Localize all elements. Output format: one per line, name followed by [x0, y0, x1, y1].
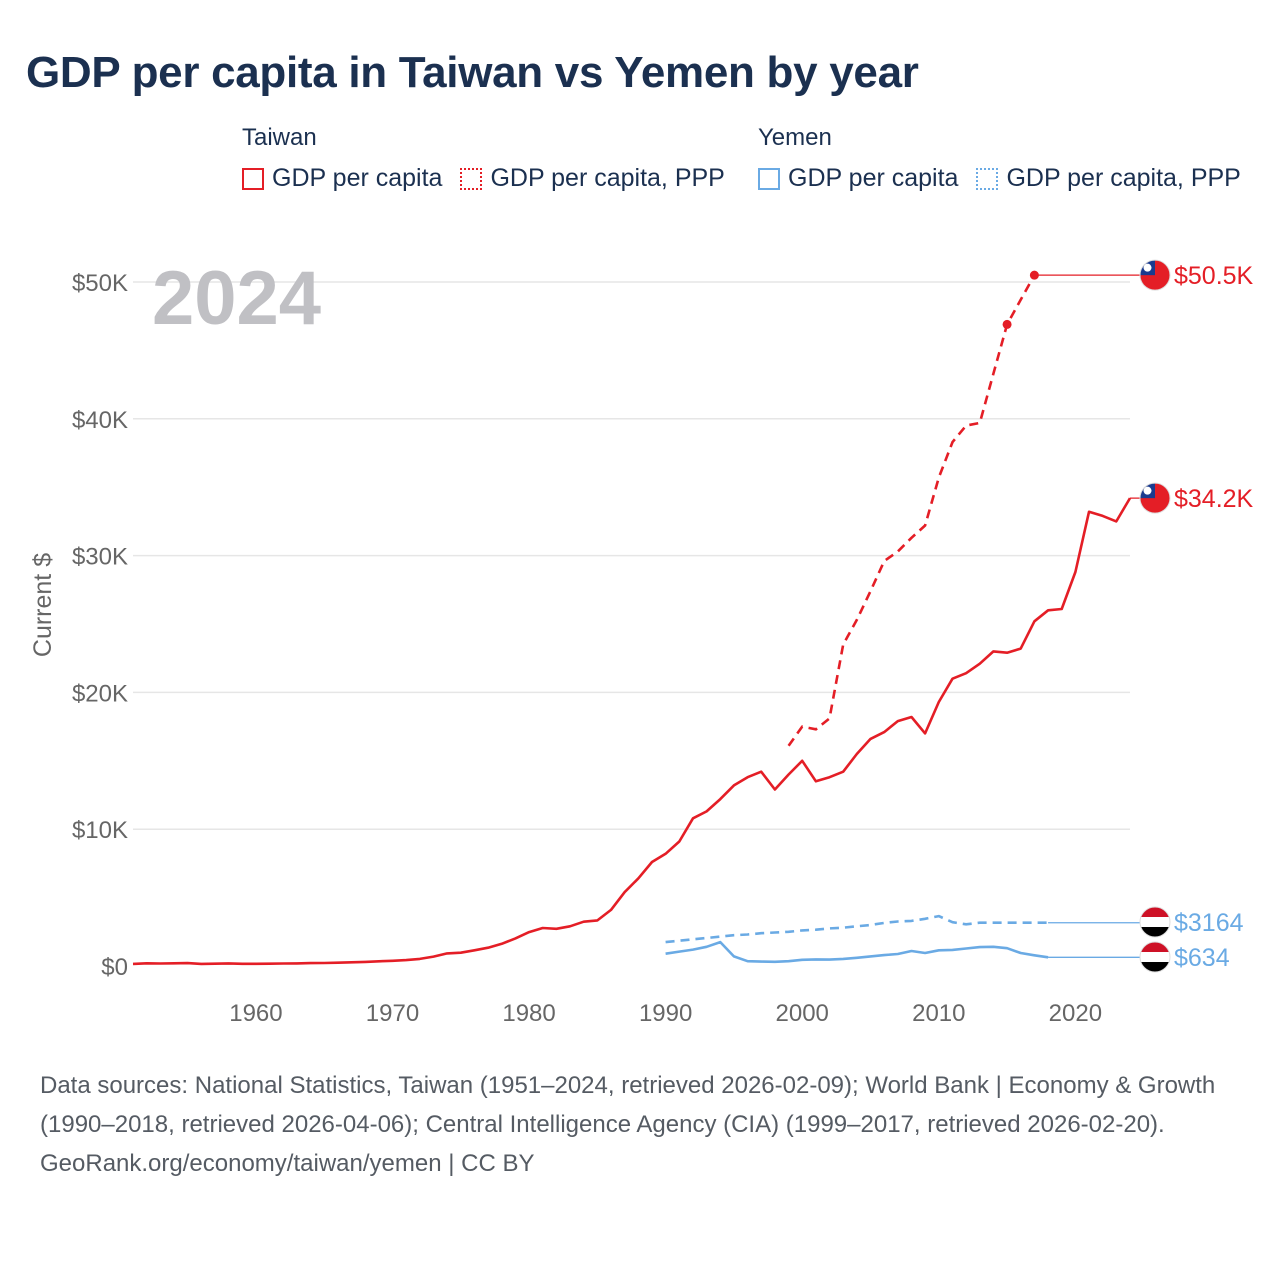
- chart-title: GDP per capita in Taiwan vs Yemen by yea…: [26, 48, 919, 97]
- legend-item-yemen-gdp[interactable]: GDP per capita: [758, 164, 958, 193]
- series-line-taiwan-dashed: [787, 274, 1036, 747]
- legend-item-yemen-gdp-ppp[interactable]: GDP per capita, PPP: [976, 164, 1241, 193]
- legend-group-yemen: Yemen GDP per capita GDP per capita, PPP: [758, 124, 1241, 193]
- legend-swatch-solid: [758, 167, 780, 190]
- flag-white-band: [1140, 917, 1170, 927]
- flag-white-band: [1140, 952, 1170, 962]
- x-tick-label: 2020: [1049, 1000, 1102, 1027]
- x-tick-label: 1960: [229, 1000, 282, 1027]
- y-tick-label: $50K: [72, 270, 128, 297]
- year-watermark: 2024: [152, 256, 321, 341]
- x-tick-label: 2010: [912, 1000, 965, 1027]
- series-line-yemen-dashed: [665, 914, 1049, 944]
- end-value-label: $634: [1174, 944, 1230, 972]
- y-tick-label: $40K: [72, 407, 128, 434]
- y-tick-label: $10K: [72, 817, 128, 844]
- x-tick-label: 1990: [639, 1000, 692, 1027]
- end-value-label: $3164: [1174, 909, 1244, 937]
- flag-white-sun: [1143, 486, 1152, 495]
- flag-body: [1140, 907, 1170, 937]
- legend-swatch-dotted: [460, 167, 483, 190]
- legend-item-taiwan-gdp-ppp[interactable]: GDP per capita, PPP: [460, 164, 725, 193]
- x-tick-label: 1980: [502, 1000, 555, 1027]
- legend-label: GDP per capita: [272, 164, 443, 192]
- flag-body: [1140, 942, 1170, 972]
- footer: Data sources: National Statistics, Taiwa…: [40, 1066, 1230, 1183]
- legend-swatch-dotted: [976, 167, 999, 190]
- flag-red-band: [1140, 942, 1170, 952]
- data-sources-text: Data sources: National Statistics, Taiwa…: [40, 1072, 1216, 1138]
- flag-body: [1140, 260, 1170, 291]
- series-line-taiwan-solid: [132, 497, 1132, 966]
- flag-outline: [1139, 259, 1171, 291]
- flag-white-sun: [1143, 263, 1152, 272]
- data-point-marker: [1002, 319, 1012, 329]
- legend-item-taiwan-gdp[interactable]: GDP per capita: [242, 164, 442, 193]
- data-point-marker: [1029, 270, 1039, 280]
- end-value-label: $50.5K: [1174, 262, 1254, 290]
- yemen-flag-icon: [1139, 906, 1171, 938]
- y-tick-label: $0: [101, 954, 128, 981]
- legend-heading-yemen: Yemen: [758, 124, 832, 151]
- end-value-label: $34.2K: [1174, 485, 1254, 513]
- line-chart: $0 $10K $20K $30K $40K $50K 1960 1970 1980 1990 20…: [29, 256, 1254, 1027]
- y-tick-label: $20K: [72, 680, 128, 707]
- legend-label: GDP per capita, PPP: [1006, 164, 1241, 192]
- series-line-yemen-solid: [665, 940, 1049, 964]
- y-axis-label: Current $: [29, 553, 57, 657]
- yemen-flag-icon: [1139, 941, 1171, 973]
- taiwan-flag-icon: [1139, 259, 1171, 291]
- flag-outline: [1139, 941, 1171, 973]
- taiwan-flag-icon: [1139, 482, 1171, 514]
- flag-body: [1140, 483, 1170, 514]
- legend-group-taiwan: Taiwan GDP per capita GDP per capita, PP…: [242, 124, 743, 193]
- flag-outline: [1139, 482, 1171, 514]
- legend-swatch-solid: [242, 167, 264, 190]
- x-tick-label: 2000: [776, 1000, 829, 1027]
- y-tick-label: $30K: [72, 544, 128, 571]
- flag-black-band: [1140, 962, 1170, 972]
- flag-red-band: [1140, 907, 1170, 917]
- flag-black-band: [1140, 927, 1170, 937]
- legend-heading-taiwan: Taiwan: [242, 124, 317, 151]
- x-tick-label: 1970: [366, 1000, 419, 1027]
- credit-text: GeoRank.org/economy/taiwan/yemen | CC BY: [40, 1150, 535, 1177]
- flag-outline: [1139, 906, 1171, 938]
- legend-label: GDP per capita: [788, 164, 959, 192]
- legend-label: GDP per capita, PPP: [490, 164, 725, 192]
